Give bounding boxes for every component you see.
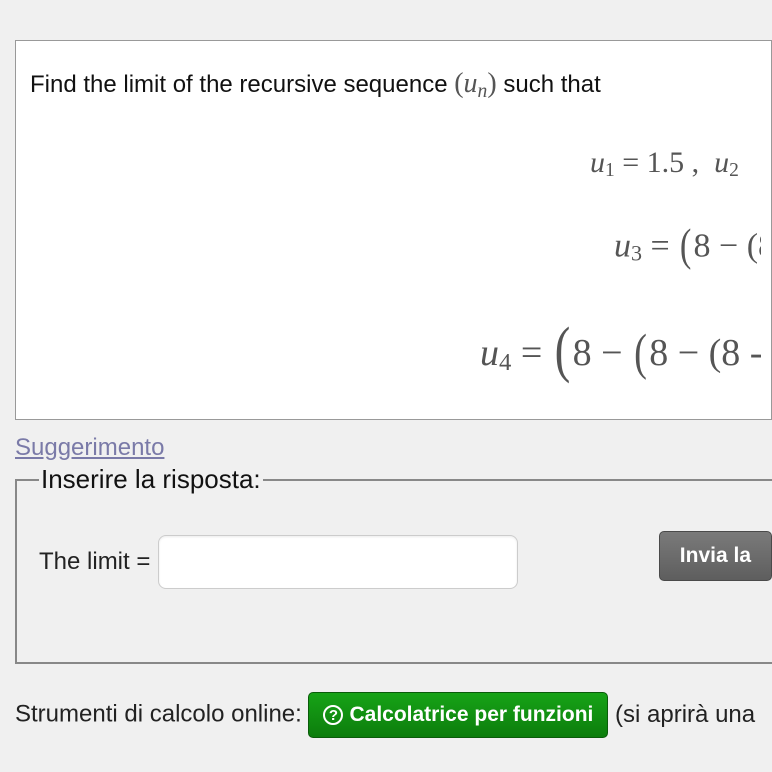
calculator-button-label: Calcolatrice per funzioni	[349, 703, 593, 727]
problem-intro-prefix: Find the limit of the recursive sequence	[30, 71, 454, 98]
tools-row: Strumenti di calcolo online: ? Calcolatr…	[15, 692, 772, 738]
hint-link[interactable]: Suggerimento	[15, 434, 164, 462]
tools-prefix: Strumenti di calcolo online:	[15, 700, 308, 727]
tools-suffix: (si aprirà una	[615, 701, 755, 728]
limit-input[interactable]	[158, 535, 518, 589]
equation-u1-u2: u1 = 1.5 , u2	[30, 146, 761, 182]
submit-button[interactable]: Invia la	[659, 531, 772, 581]
sequence-symbol: (un)	[454, 68, 496, 99]
answer-legend: Inserire la risposta:	[39, 464, 263, 495]
answer-label: The limit =	[39, 548, 150, 576]
equation-u4: u4 = (8 − (8 − (8 -	[30, 313, 761, 386]
problem-intro-suffix: such that	[497, 71, 601, 98]
problem-statement: Find the limit of the recursive sequence…	[30, 63, 761, 106]
equation-u3: u3 = (8 − (8	[30, 218, 761, 271]
answer-fieldset: Inserire la risposta: The limit = Invia …	[15, 464, 772, 664]
problem-box: Find the limit of the recursive sequence…	[15, 40, 772, 420]
answer-row: The limit =	[39, 535, 754, 589]
calculator-button[interactable]: ? Calcolatrice per funzioni	[308, 692, 608, 738]
help-icon: ?	[323, 705, 343, 725]
